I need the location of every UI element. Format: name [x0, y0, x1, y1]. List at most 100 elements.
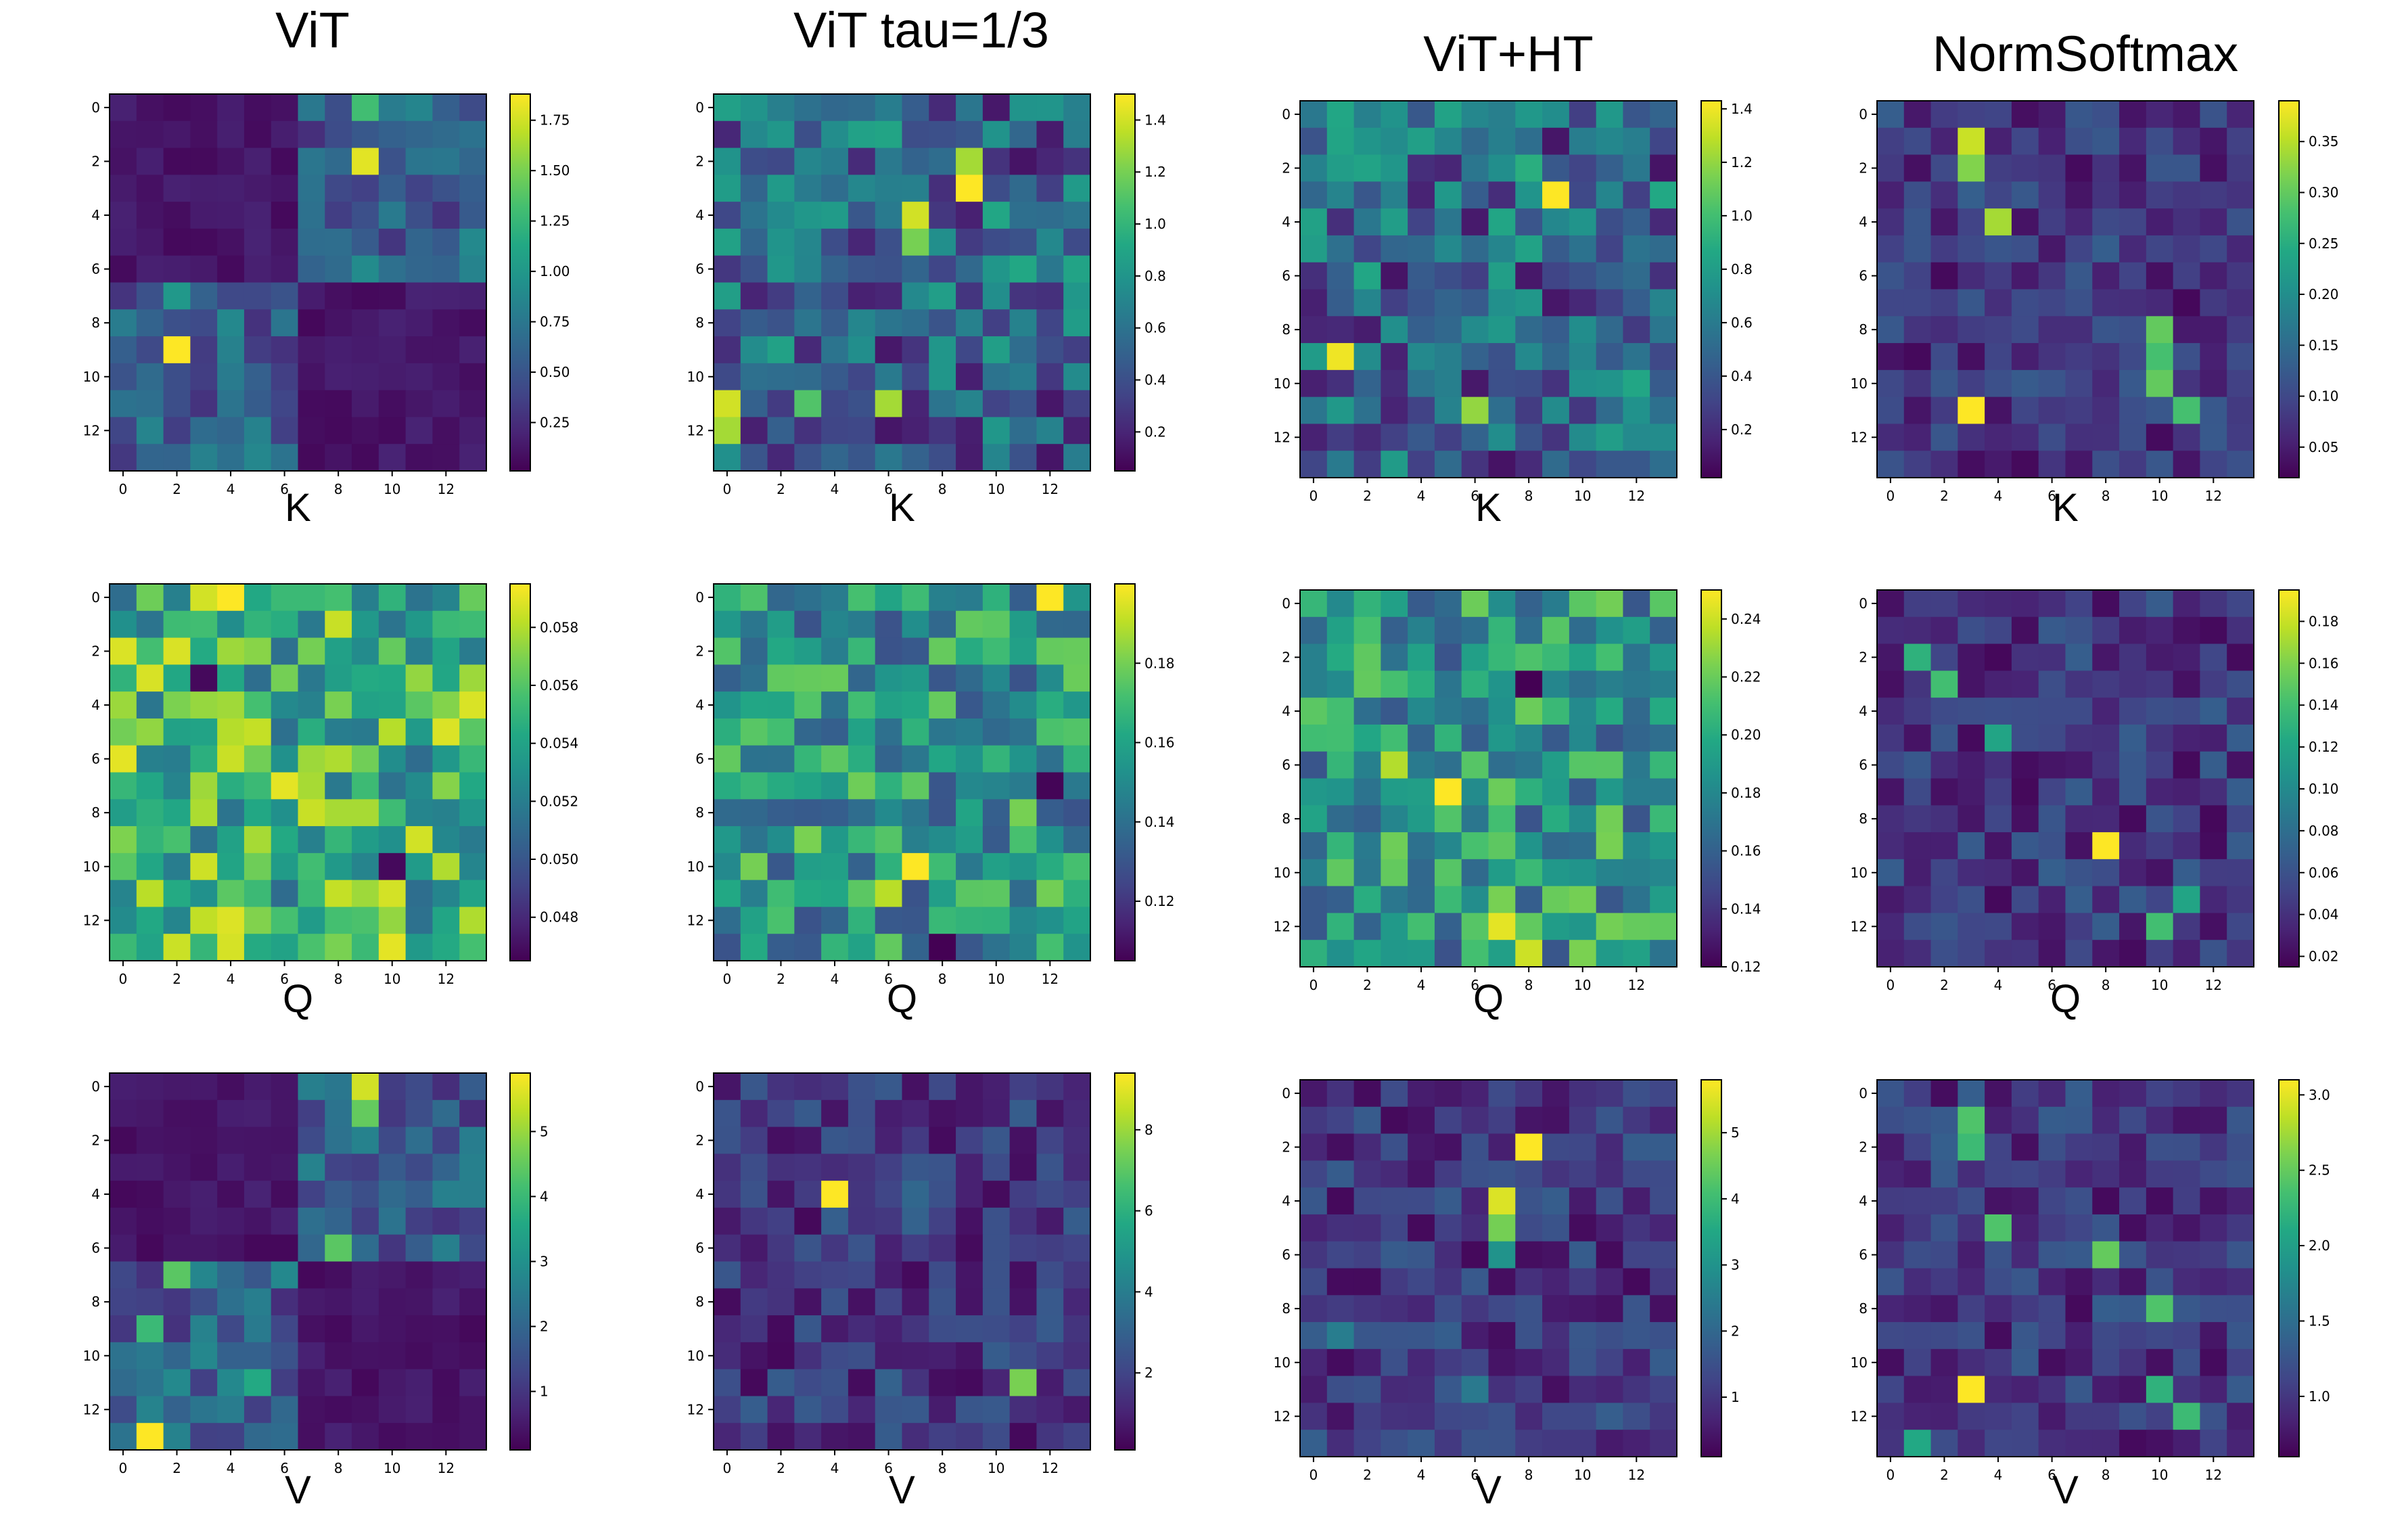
heatmap-cell [2011, 235, 2039, 263]
heatmap-cell [1353, 1080, 1381, 1108]
heatmap-cell [1300, 913, 1328, 940]
heatmap-cell [244, 147, 272, 175]
heatmap-cell [325, 637, 352, 665]
heatmap-cell [271, 637, 299, 665]
colorbar-tick-label: 0.12 [1731, 959, 1761, 975]
colorbar-tick-label: 0.14 [1731, 901, 1761, 917]
heatmap-cell [794, 1207, 822, 1235]
heatmap-cell [875, 1288, 903, 1316]
heatmap-cell [1461, 1403, 1489, 1430]
heatmap-cell [1434, 698, 1462, 725]
heatmap-cell [1009, 120, 1038, 149]
heatmap-cell [1877, 343, 1905, 371]
heatmap-cell [271, 1342, 299, 1370]
heatmap-cell [982, 1261, 1011, 1289]
heatmap-cell [875, 282, 903, 310]
heatmap-cell [217, 1099, 245, 1128]
heatmap-cell [1542, 127, 1570, 156]
heatmap-cell [1434, 1295, 1462, 1323]
heatmap-cell [1515, 1133, 1543, 1161]
heatmap-cell [2119, 1430, 2147, 1457]
heatmap-cell [2146, 1160, 2174, 1188]
heatmap-cell [1326, 886, 1355, 914]
heatmap-cell [1036, 309, 1064, 337]
heatmap-cell [1985, 316, 2012, 344]
heatmap-cell [2227, 289, 2254, 317]
heatmap-cell [740, 1342, 768, 1370]
heatmap-cell [1985, 778, 2012, 806]
colorbar-tick-label: 0.18 [1731, 785, 1761, 801]
heatmap-cell [271, 202, 299, 229]
heatmap-cell [2146, 289, 2174, 317]
heatmap-cell [2038, 859, 2066, 887]
heatmap-cell [244, 1181, 272, 1208]
heatmap-cell [848, 1073, 876, 1101]
heatmap-cell [2173, 940, 2201, 968]
heatmap-cell [956, 880, 983, 908]
heatmap-cell [325, 880, 352, 908]
heatmap-cell [714, 228, 741, 256]
heatmap-cell [405, 282, 434, 310]
heatmap-cell [1542, 1133, 1570, 1161]
heatmap-cell [1300, 859, 1328, 887]
heatmap-cell [2200, 805, 2227, 833]
heatmap-cell [1985, 1430, 2012, 1457]
heatmap-cell [1930, 590, 1958, 618]
heatmap-cell [821, 336, 849, 364]
heatmap-cell [2173, 235, 2201, 263]
heatmap-cell [1063, 363, 1091, 391]
column-title-vit-ht: ViT+HT [1423, 26, 1594, 82]
heatmap-cell [1903, 778, 1932, 806]
heatmap-cell [405, 1342, 434, 1370]
heatmap-cell [1930, 424, 1958, 451]
heatmap-cell [1381, 751, 1408, 779]
x-tick-label: 8 [938, 971, 947, 987]
heatmap-cell [378, 1369, 407, 1397]
heatmap-cell [1063, 637, 1091, 665]
heatmap-cell [2092, 289, 2120, 317]
heatmap-cell [821, 880, 849, 908]
heatmap-cell [1434, 208, 1462, 236]
heatmap-cell [1488, 1106, 1516, 1135]
heatmap-cell [325, 826, 352, 854]
heatmap-cell [1515, 1295, 1543, 1323]
heatmap-cell [982, 772, 1011, 800]
colorbar-tick-label: 2 [1731, 1323, 1740, 1339]
heatmap-cell [1650, 1080, 1677, 1108]
heatmap-cell [1623, 590, 1650, 618]
heatmap-cell [2227, 1348, 2254, 1377]
heatmap-cell [217, 417, 245, 445]
heatmap-cell [432, 1181, 460, 1208]
heatmap-cell [956, 1369, 983, 1397]
heatmap-cell [1623, 698, 1650, 725]
y-tick-label: 0 [695, 1078, 704, 1095]
heatmap-cell [217, 309, 245, 337]
heatmap-cell [902, 1261, 929, 1289]
heatmap-cell [1063, 175, 1091, 202]
heatmap-cell [378, 228, 407, 256]
heatmap-cell [794, 934, 822, 961]
heatmap-cell [1300, 262, 1328, 290]
heatmap-cell [1623, 1241, 1650, 1269]
heatmap-cell [1353, 643, 1381, 671]
y-tick-label: 4 [1859, 703, 1868, 719]
heatmap-cell [217, 175, 245, 202]
heatmap-cell [982, 691, 1011, 719]
heatmap-cell [848, 1154, 876, 1181]
heatmap-cell [1009, 202, 1038, 229]
heatmap-cell [740, 664, 768, 692]
heatmap-cell [2065, 670, 2093, 698]
heatmap-cell [352, 1369, 379, 1397]
heatmap-cell [217, 1369, 245, 1397]
heatmap-cell [929, 1099, 956, 1128]
heatmap-cell [1381, 1403, 1408, 1430]
x-axis-label: V [1475, 1468, 1502, 1512]
heatmap-cell [1063, 880, 1091, 908]
heatmap-cell [2011, 1187, 2039, 1215]
heatmap-cell [1434, 235, 1462, 263]
heatmap-cell [352, 255, 379, 283]
heatmap-cell [2038, 208, 2066, 236]
heatmap-cell [1569, 316, 1597, 344]
heatmap-cell [848, 1369, 876, 1397]
heatmap-cell [1434, 1322, 1462, 1350]
